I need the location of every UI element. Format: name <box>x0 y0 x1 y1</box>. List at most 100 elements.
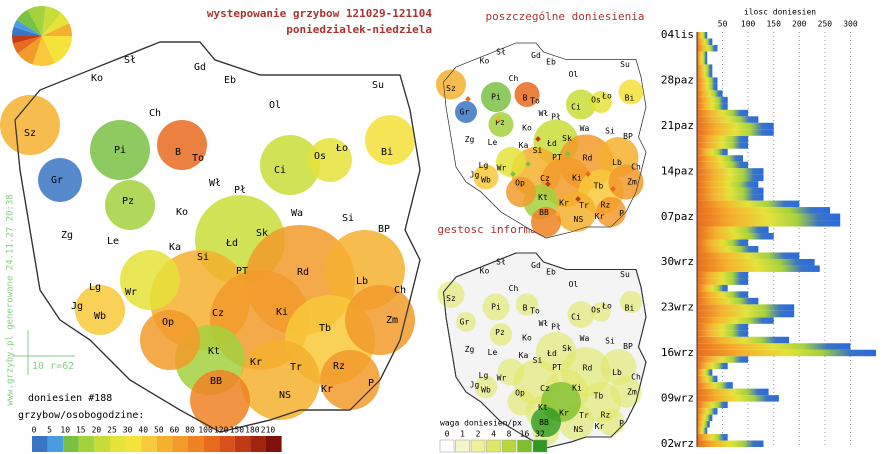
place-label: Sł <box>496 258 506 267</box>
bar <box>697 64 713 71</box>
bar <box>697 129 774 136</box>
place-label: BB <box>539 418 549 427</box>
legend-swatch <box>501 439 517 453</box>
y-tick-label: 09wrz <box>661 391 694 404</box>
place-label: BB <box>539 208 549 217</box>
place-label: Gr <box>460 108 470 117</box>
place-label: To <box>530 307 540 316</box>
blob <box>365 115 415 165</box>
blob <box>481 82 511 112</box>
blob <box>619 290 643 314</box>
y-tick-label: 30wrz <box>661 255 694 268</box>
bar <box>697 252 800 259</box>
place-label: Ko <box>480 57 490 66</box>
place-label: Tr <box>579 411 589 420</box>
blob <box>566 89 596 120</box>
place-label: Si <box>197 252 209 263</box>
legend-label: 1 <box>460 430 465 439</box>
pie-slice <box>42 12 70 37</box>
report-dot <box>585 171 591 177</box>
legend-label: 40 <box>138 426 148 435</box>
report-dot <box>565 151 571 157</box>
place-label: Jg <box>71 301 83 312</box>
place-label: Ko <box>522 334 532 343</box>
bar <box>697 116 759 123</box>
bar <box>697 343 851 350</box>
place-label: Tr <box>579 201 589 210</box>
y-tick-label: 21paz <box>661 119 694 132</box>
place-label: NS <box>279 390 291 401</box>
bar <box>697 168 764 175</box>
legend-swatch <box>63 436 79 452</box>
place-label: Ch <box>394 285 406 296</box>
legend-swatch <box>141 436 157 452</box>
place-label: Eb <box>546 58 556 67</box>
blob <box>474 375 498 399</box>
scale-note: 10 r=62 <box>32 361 74 372</box>
place-label: Ka <box>169 242 181 253</box>
legend-swatch <box>266 436 282 452</box>
bar <box>697 213 841 221</box>
place-label: Rz <box>601 411 611 420</box>
border <box>442 252 647 449</box>
place-label: NS <box>574 425 584 434</box>
bar <box>697 291 749 298</box>
bar <box>697 245 759 253</box>
blob <box>497 358 525 386</box>
place-label: Zm <box>627 388 637 397</box>
place-label: Op <box>515 179 525 188</box>
legend-swatch <box>470 439 486 453</box>
blob <box>455 101 477 123</box>
place-label: Zg <box>465 135 475 144</box>
place-label: Wr <box>125 287 137 298</box>
legend-label: 32 <box>535 430 545 439</box>
place-label: Ki <box>276 307 288 318</box>
x-tick-label: 300 <box>843 20 858 29</box>
bar <box>697 310 795 318</box>
place-label: Lg <box>479 161 489 170</box>
pie-slice <box>13 19 43 36</box>
place-label: Rd <box>583 154 593 163</box>
place-label: Kr <box>250 357 262 368</box>
place-label: Lb <box>356 276 368 287</box>
place-label: Op <box>162 317 174 328</box>
place-label: Sk <box>256 228 268 239</box>
place-label: Sz <box>446 84 456 93</box>
report-dot <box>510 171 516 177</box>
place-label: Rd <box>583 364 593 373</box>
legend-label: 210 <box>261 426 276 435</box>
legend-swatch <box>532 439 548 453</box>
blob <box>608 164 644 200</box>
legend-label: 120 <box>214 426 229 435</box>
bar <box>697 271 749 279</box>
place-label: Bi <box>625 304 635 313</box>
report-dot <box>525 161 531 167</box>
legend-label: 30 <box>123 426 133 435</box>
place-label: NS <box>574 215 584 224</box>
legend-swatch <box>156 436 173 452</box>
legend-swatch <box>234 436 251 452</box>
bar <box>697 265 820 272</box>
place-label: Cz <box>540 174 550 183</box>
place-label: P <box>619 209 624 218</box>
pie-slice <box>42 6 62 36</box>
place-label: Pł <box>551 323 561 332</box>
report-dot <box>555 211 561 217</box>
place-label: Ki <box>572 384 582 393</box>
place-label: Gr <box>460 318 470 327</box>
density-legend-title: waga doniesien/px <box>440 419 522 428</box>
pie-slice <box>27 6 46 36</box>
blob <box>240 340 320 420</box>
place-label: Wł <box>209 178 221 189</box>
place-label: Ka <box>519 351 529 360</box>
legend-label: 8 <box>507 430 512 439</box>
bar <box>697 135 749 143</box>
report-dot <box>535 136 541 142</box>
place-label: Gd <box>531 261 541 270</box>
bar <box>697 207 830 214</box>
blob <box>531 407 561 437</box>
blob <box>75 285 125 335</box>
legend-label: 0 <box>445 430 450 439</box>
legend-label: 16 <box>520 430 530 439</box>
legend-swatch <box>455 439 470 453</box>
